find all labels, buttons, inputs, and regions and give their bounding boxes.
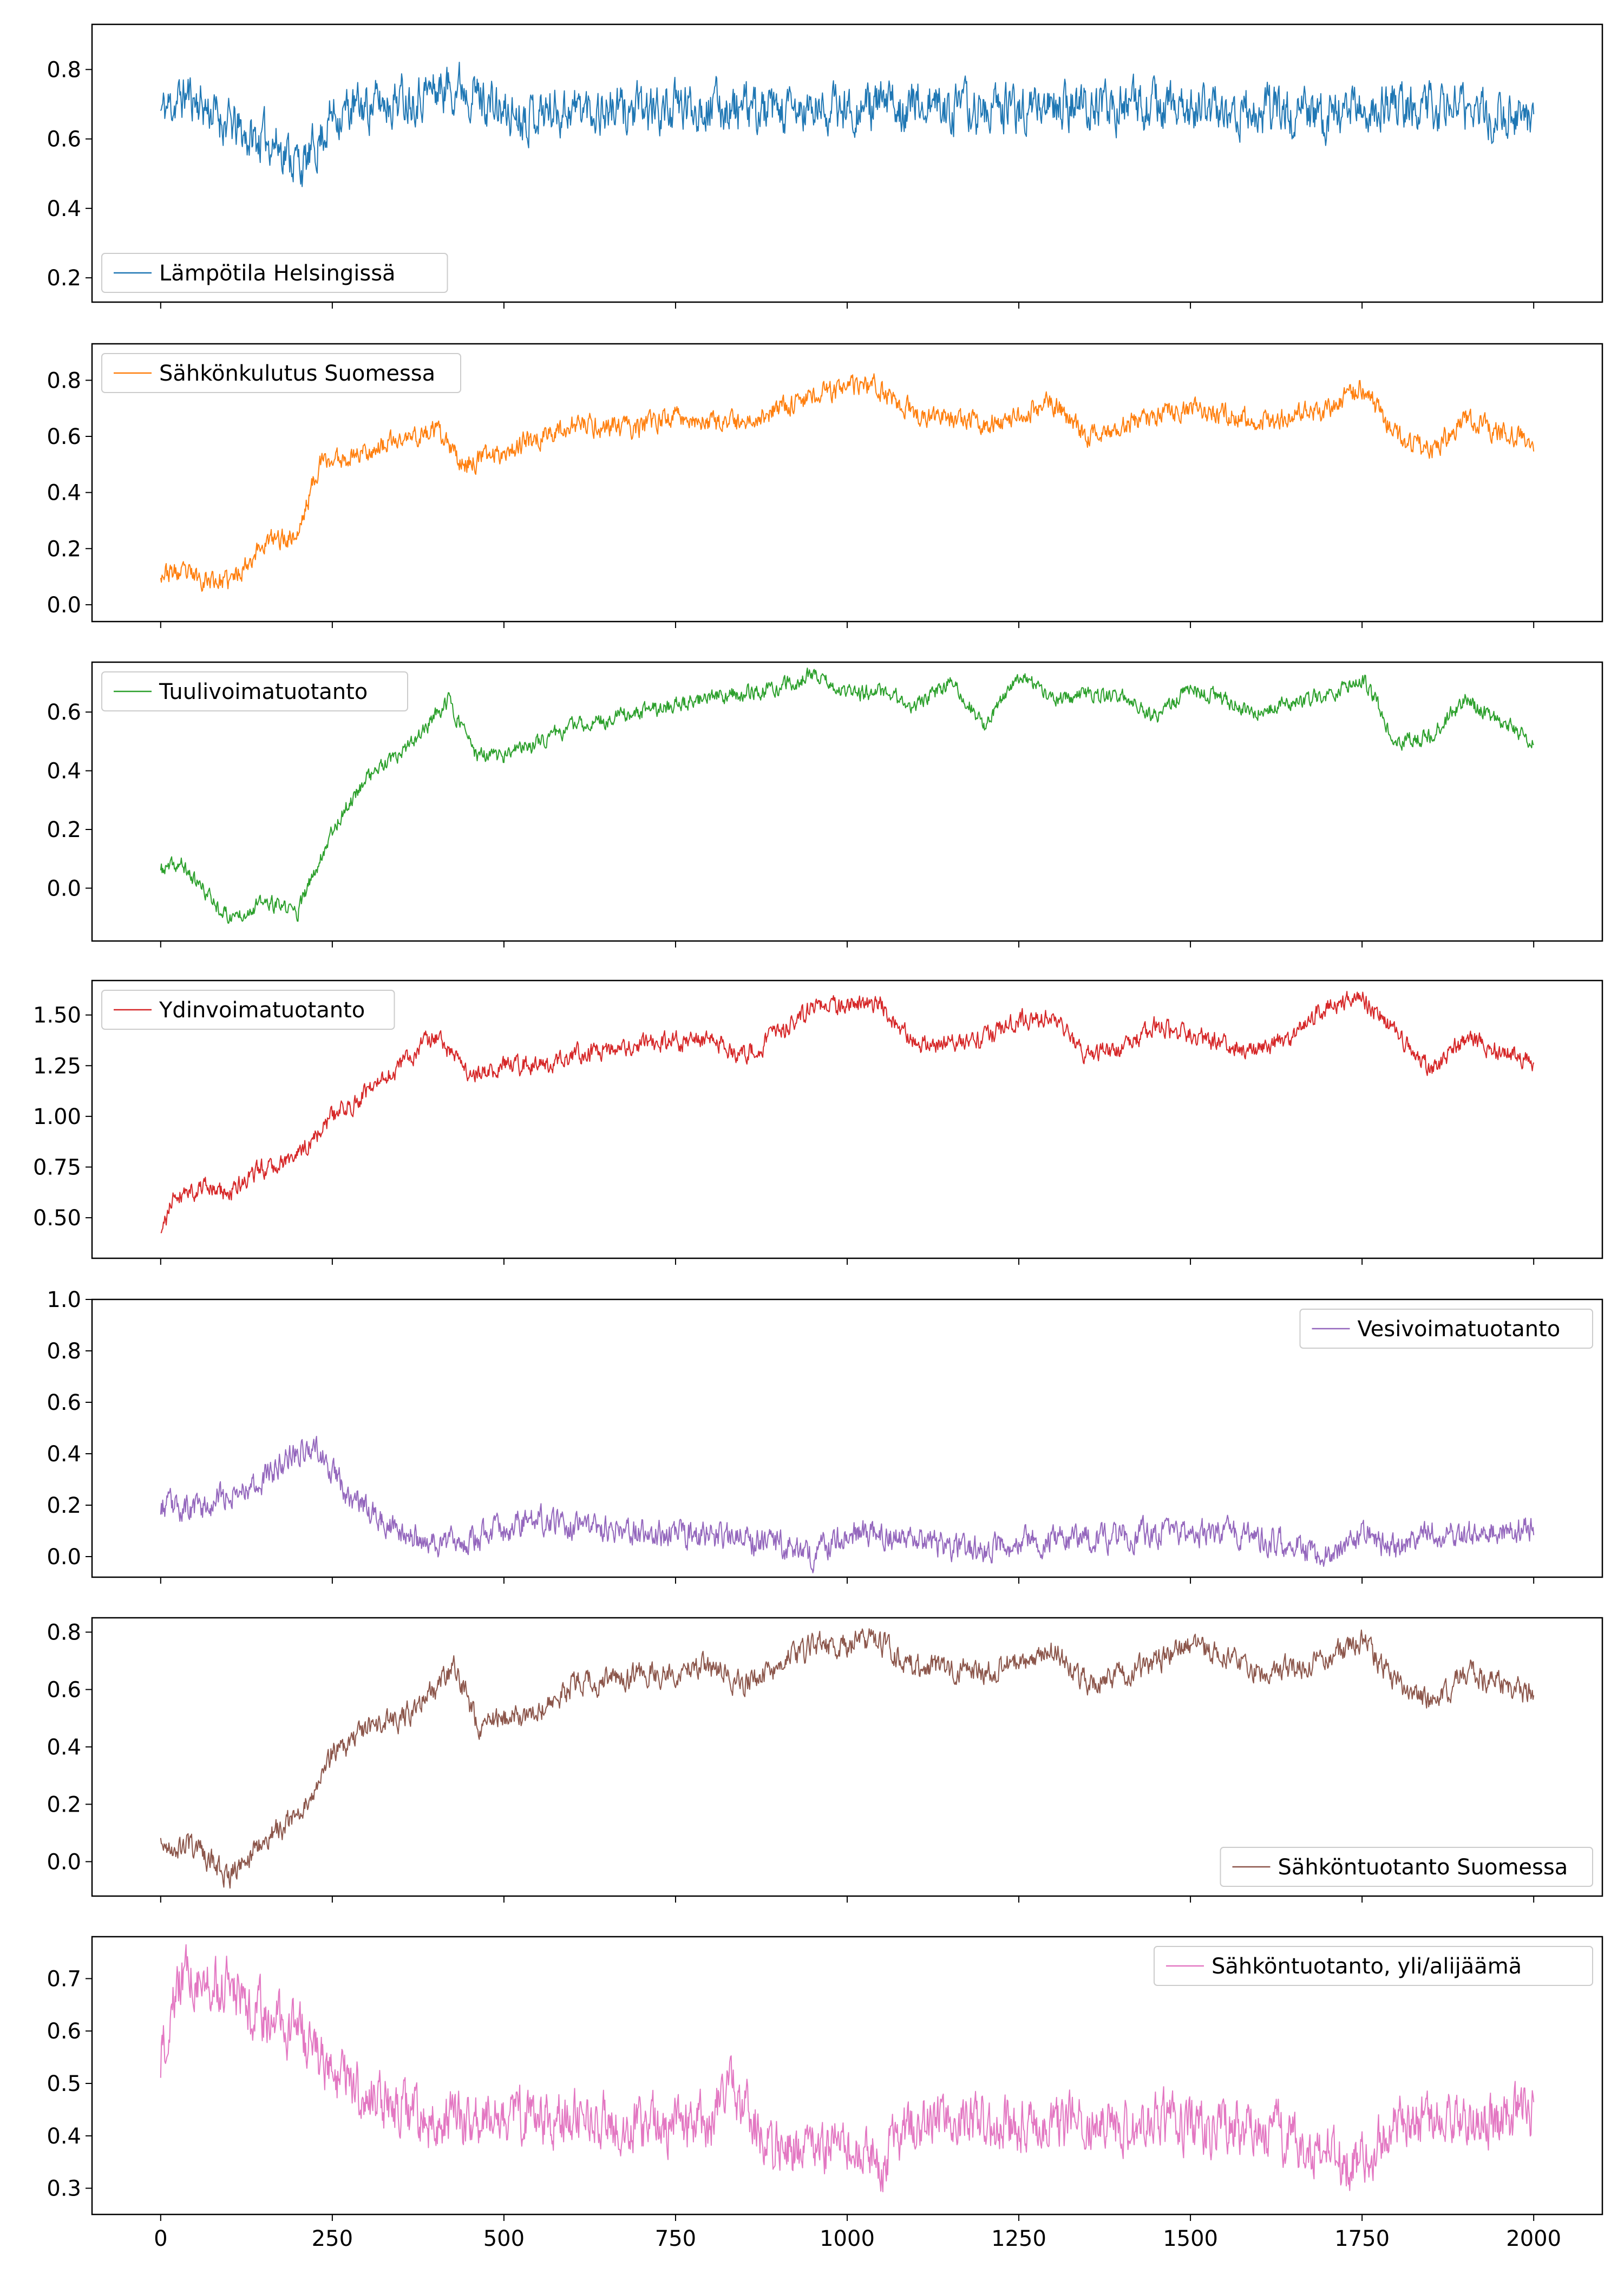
series-line xyxy=(160,991,1535,1233)
y-tick-label: 0.4 xyxy=(47,2124,81,2149)
x-tick-label: 750 xyxy=(655,2226,696,2251)
y-tick-label: 0.2 xyxy=(47,818,81,842)
panel-1: 0.2 0.4 0.6 0.8 Lämpötila Helsingissä xyxy=(47,23,1603,309)
y-tick-label: 0.6 xyxy=(47,127,81,152)
y-tick-label: 0.2 xyxy=(47,537,81,561)
y-tick-label: 1.50 xyxy=(33,1003,81,1028)
y-tick-label: 0.8 xyxy=(47,57,81,82)
y-tick-label: 0.5 xyxy=(47,2072,81,2096)
legend-label: Sähkönkulutus Suomessa xyxy=(159,361,435,386)
legend-box xyxy=(1154,1946,1593,1986)
y-tick-label: 0.2 xyxy=(47,1792,81,1817)
legend: Sähköntuotanto, yli/alijäämä xyxy=(1154,1946,1593,1986)
x-tick-label: 1000 xyxy=(820,2226,875,2251)
legend-label: Sähköntuotanto, yli/alijäämä xyxy=(1212,1954,1522,1979)
y-tick-label: 1.25 xyxy=(33,1054,81,1079)
y-tick-label: 1.0 xyxy=(47,1288,81,1312)
y-tick-label: 0.3 xyxy=(47,2177,81,2201)
panel-4: 0.50 0.75 1.00 1.25 1.50 Ydinvoimatuotanto xyxy=(33,979,1603,1265)
legend-label: Ydinvoimatuotanto xyxy=(159,998,365,1023)
x-tick-label: 1500 xyxy=(1163,2226,1218,2251)
legend: Sähkönkulutus Suomessa xyxy=(101,353,461,393)
x-tick-label: 0 xyxy=(154,2226,167,2251)
panel-5: 0.0 0.2 0.4 0.6 0.8 1.0 Vesivoimatuotanto xyxy=(47,1288,1603,1584)
legend-box xyxy=(101,671,408,711)
x-tick-label: 250 xyxy=(312,2226,353,2251)
legend-box xyxy=(101,353,461,393)
legend-label: Sähköntuotanto Suomessa xyxy=(1278,1855,1568,1880)
y-tick-label: 0.2 xyxy=(47,266,81,291)
panel-7: 0.3 0.4 0.5 0.6 0.7 0 250 500 750 1000 1250 1500 175… xyxy=(47,1936,1603,2251)
legend: Lämpötila Helsingissä xyxy=(101,253,448,293)
legend: Vesivoimatuotanto xyxy=(1299,1309,1593,1349)
y-tick-label: 0.4 xyxy=(47,481,81,506)
panel-2: 0.0 0.2 0.4 0.6 0.8 Sähkönkulutus Suomessa xyxy=(47,343,1603,628)
y-tick-label: 0.6 xyxy=(47,424,81,449)
y-tick-label: 0.4 xyxy=(47,197,81,221)
panel-6: 0.0 0.2 0.4 0.6 0.8 Sähköntuotanto Suomessa xyxy=(47,1617,1603,1903)
y-tick-label: 0.2 xyxy=(47,1493,81,1518)
legend: Tuulivoimatuotanto xyxy=(101,671,408,711)
series-line xyxy=(160,1435,1535,1573)
legend-box xyxy=(101,990,395,1030)
panel-3: 0.0 0.2 0.4 0.6 Tuulivoimatuotanto xyxy=(47,661,1603,948)
y-tick-label: 0.0 xyxy=(47,876,81,901)
y-tick-label: 0.8 xyxy=(47,368,81,393)
y-tick-label: 0.0 xyxy=(47,1850,81,1874)
y-tick-label: 0.4 xyxy=(47,759,81,784)
y-tick-label: 0.6 xyxy=(47,1677,81,1702)
y-tick-label: 0.50 xyxy=(33,1206,81,1231)
x-tick-label: 500 xyxy=(483,2226,525,2251)
y-tick-label: 0.75 xyxy=(33,1155,81,1180)
legend: Sähköntuotanto Suomessa xyxy=(1220,1847,1593,1887)
legend: Ydinvoimatuotanto xyxy=(101,990,395,1030)
y-tick-label: 0.0 xyxy=(47,593,81,618)
legend-label: Vesivoimatuotanto xyxy=(1358,1317,1561,1342)
legend-box xyxy=(1299,1309,1593,1349)
x-tick-label: 2000 xyxy=(1506,2226,1561,2251)
y-tick-label: 0.8 xyxy=(47,1339,81,1364)
y-tick-label: 0.0 xyxy=(47,1545,81,1570)
y-tick-label: 1.00 xyxy=(33,1105,81,1129)
series-line xyxy=(160,1944,1535,2193)
y-tick-label: 0.8 xyxy=(47,1620,81,1645)
y-tick-label: 0.6 xyxy=(47,1390,81,1415)
x-tick-label: 1250 xyxy=(991,2226,1046,2251)
y-tick-label: 0.4 xyxy=(47,1735,81,1760)
series-line xyxy=(160,1628,1535,1889)
y-tick-label: 0.7 xyxy=(47,1966,81,1991)
y-tick-label: 0.4 xyxy=(47,1442,81,1467)
legend-box xyxy=(101,253,448,293)
series-line xyxy=(160,668,1534,924)
legend-box xyxy=(1220,1847,1593,1887)
y-tick-label: 0.6 xyxy=(47,2019,81,2044)
y-tick-label: 0.6 xyxy=(47,700,81,725)
legend-label: Lämpötila Helsingissä xyxy=(159,261,396,286)
legend-label: Tuulivoimatuotanto xyxy=(159,679,368,704)
series-line xyxy=(160,62,1535,187)
series-line xyxy=(160,373,1535,592)
x-tick-label: 1750 xyxy=(1334,2226,1390,2251)
